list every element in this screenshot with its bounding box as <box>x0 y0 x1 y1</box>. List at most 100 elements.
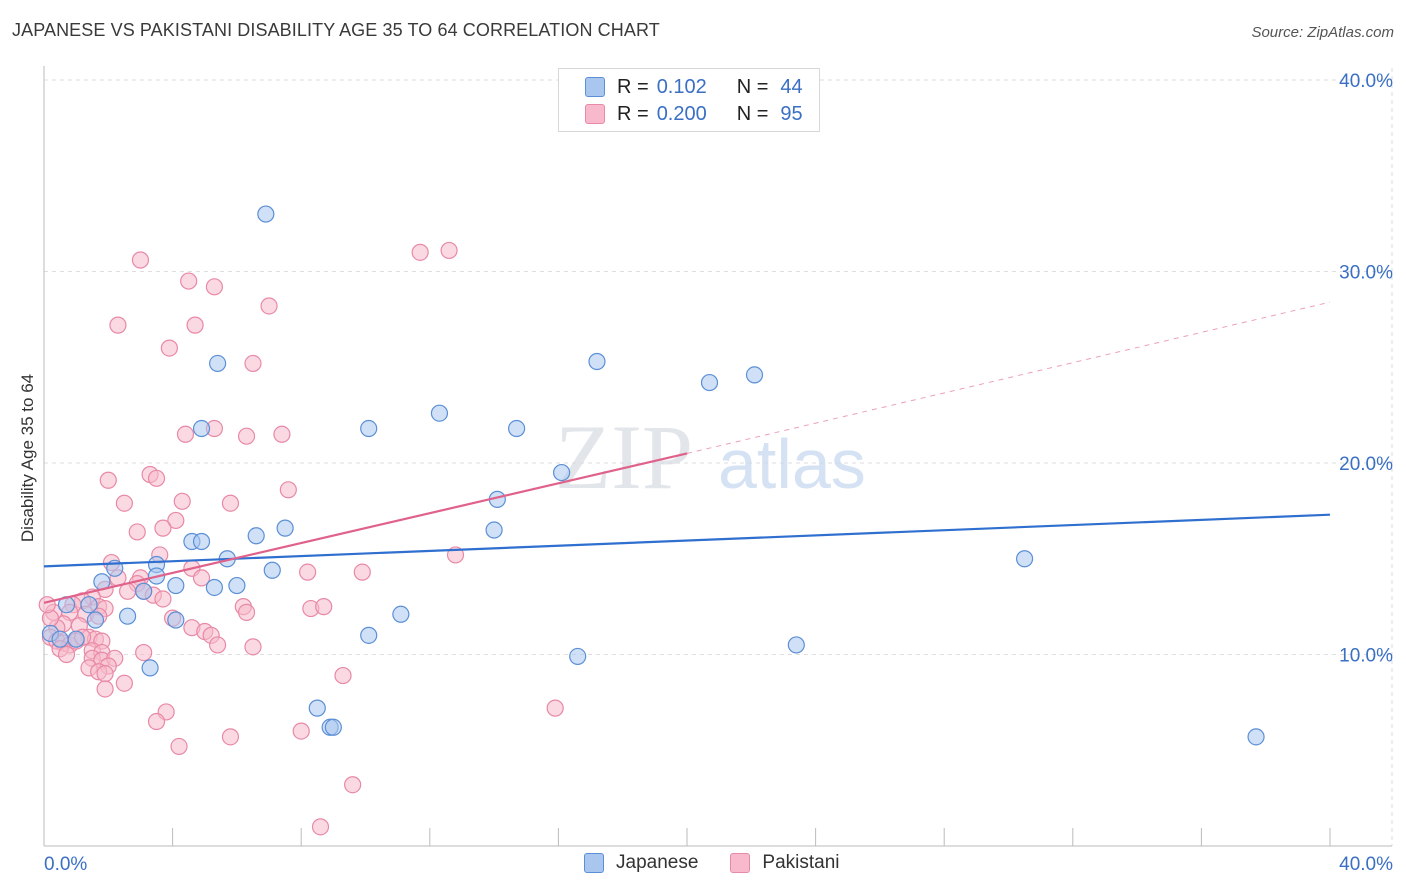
point-pakistani <box>154 519 172 537</box>
point-japanese <box>141 659 159 677</box>
legend-n-label: N = <box>736 75 769 98</box>
point-pakistani <box>209 636 227 654</box>
point-pakistani <box>440 241 458 260</box>
point-pakistani <box>180 272 198 290</box>
point-pakistani <box>205 278 223 296</box>
legend-row-pakistani: R = 0.200 N = 95 <box>585 102 803 126</box>
point-pakistani <box>221 728 240 746</box>
trendline-pakistani <box>43 452 688 604</box>
stats-legend: R = 0.102 N = 44 R = 0.200 N = 95 <box>558 68 820 132</box>
x-tick-label: 0.0% <box>44 854 87 875</box>
point-pakistani <box>147 712 166 731</box>
point-japanese <box>360 419 378 438</box>
point-japanese <box>1247 728 1265 746</box>
tick-labels: 10.0% 20.0% 30.0% 40.0% 0.0% 40.0% <box>44 71 1393 875</box>
point-japanese <box>430 404 449 422</box>
point-pakistani <box>315 598 333 616</box>
legend-n-value: 44 <box>780 75 803 98</box>
point-japanese <box>569 647 587 666</box>
point-pakistani <box>192 569 211 587</box>
point-pakistani <box>334 666 352 685</box>
point-japanese <box>80 596 98 614</box>
y-axis-label: Disability Age 35 to 64 <box>18 373 37 543</box>
legend-r-label: R = <box>617 102 649 125</box>
legend-swatch-japanese <box>585 77 605 97</box>
point-japanese <box>257 205 275 223</box>
point-japanese <box>192 419 211 438</box>
point-pakistani <box>154 590 172 608</box>
trend-layer <box>43 301 1331 604</box>
legend-n-label: N = <box>736 102 769 125</box>
point-pakistani <box>115 494 133 512</box>
point-japanese <box>787 636 805 654</box>
legend-swatch-pakistani <box>585 104 605 124</box>
point-pakistani <box>244 638 262 656</box>
point-pakistani <box>170 737 188 756</box>
point-pakistani <box>176 425 195 443</box>
point-pakistani <box>299 563 317 581</box>
point-pakistani <box>96 680 114 698</box>
legend-r-label: R = <box>617 75 649 98</box>
series-legend: Japanese Pakistani <box>584 852 872 874</box>
x-tick-label: 40.0% <box>1339 854 1393 875</box>
series-swatch-pakistani <box>730 853 751 873</box>
point-japanese <box>135 582 153 600</box>
y-tick-label: 20.0% <box>1339 454 1393 475</box>
point-pakistani <box>353 563 371 581</box>
legend-n-value: 95 <box>780 102 803 125</box>
point-japanese <box>247 527 265 545</box>
trendline-japanese <box>43 513 1331 568</box>
point-japanese <box>205 578 223 597</box>
point-japanese <box>324 718 342 736</box>
point-pakistani <box>147 469 166 487</box>
point-pakistani <box>237 603 256 621</box>
legend-r-value: 0.102 <box>656 75 707 98</box>
point-pakistani <box>279 481 297 499</box>
point-pakistani <box>237 427 256 445</box>
point-japanese <box>588 352 606 371</box>
legend-r-value: 0.200 <box>656 102 707 125</box>
point-japanese <box>51 630 69 648</box>
points-layer <box>38 205 1265 836</box>
point-pakistani <box>115 674 133 692</box>
point-pakistani <box>135 643 153 662</box>
point-pakistani <box>109 316 127 334</box>
point-pakistani <box>38 596 56 614</box>
point-japanese <box>263 561 281 579</box>
y-tick-label: 10.0% <box>1339 646 1393 667</box>
point-pakistani <box>244 354 262 373</box>
series-swatch-japanese <box>584 853 604 873</box>
point-japanese <box>192 532 211 551</box>
point-pakistani <box>344 776 362 794</box>
source-label: Source: ZipAtlas.com <box>1251 24 1394 41</box>
point-japanese <box>209 354 227 373</box>
point-japanese <box>86 611 105 629</box>
point-pakistani <box>186 316 204 334</box>
point-pakistani <box>131 251 150 269</box>
series-name-japanese: Japanese <box>616 852 699 873</box>
point-japanese <box>167 576 185 595</box>
point-pakistani <box>96 665 114 683</box>
axis-layer <box>43 66 1392 847</box>
point-japanese <box>167 611 185 629</box>
series-legend-japanese[interactable]: Japanese <box>584 852 698 874</box>
series-name-pakistani: Pakistani <box>762 852 840 873</box>
point-japanese <box>508 419 526 438</box>
point-pakistani <box>273 425 291 443</box>
series-legend-pakistani[interactable]: Pakistani <box>730 852 840 874</box>
legend-row-japanese: R = 0.102 N = 44 <box>585 75 803 99</box>
point-japanese <box>553 463 571 482</box>
point-japanese <box>700 373 719 392</box>
trendline-pakistani-extended <box>686 301 1331 454</box>
point-pakistani <box>128 523 146 541</box>
point-japanese <box>228 576 246 595</box>
point-pakistani <box>221 494 240 512</box>
point-japanese <box>392 605 410 623</box>
y-tick-label: 40.0% <box>1339 71 1393 92</box>
point-japanese <box>360 626 378 644</box>
point-pakistani <box>173 492 191 510</box>
grid-layer <box>44 68 1393 846</box>
point-japanese <box>745 366 764 384</box>
point-japanese <box>1015 550 1034 568</box>
